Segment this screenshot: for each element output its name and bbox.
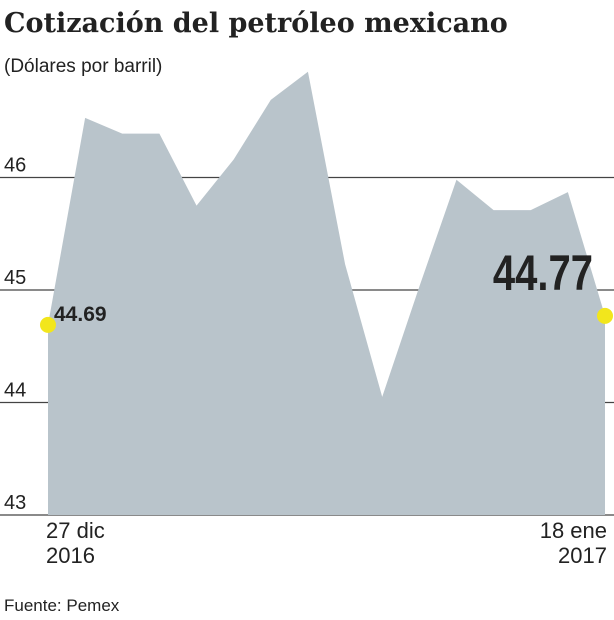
marker xyxy=(597,307,613,324)
x-tick-label: 27 dic 2016 xyxy=(46,518,105,568)
area xyxy=(48,71,605,515)
chart-subtitle: (Dólares por barril) xyxy=(4,56,162,77)
value-label: 44.77 xyxy=(493,245,593,301)
y-tick-label: 44 xyxy=(4,380,26,402)
y-tick-label: 43 xyxy=(4,492,26,514)
y-tick-label: 45 xyxy=(4,267,26,289)
source: Fuente: Pemex xyxy=(4,596,120,615)
y-tick-label: 46 xyxy=(4,155,26,177)
value-label: 44.69 xyxy=(54,303,107,326)
marker xyxy=(40,316,56,333)
x-tick-label: 18 ene 2017 xyxy=(539,518,607,568)
chart-title: Cotización del petróleo mexicano xyxy=(4,8,508,39)
